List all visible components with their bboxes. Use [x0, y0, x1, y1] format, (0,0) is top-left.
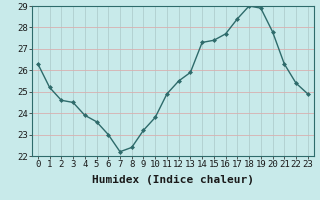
X-axis label: Humidex (Indice chaleur): Humidex (Indice chaleur) — [92, 175, 254, 185]
